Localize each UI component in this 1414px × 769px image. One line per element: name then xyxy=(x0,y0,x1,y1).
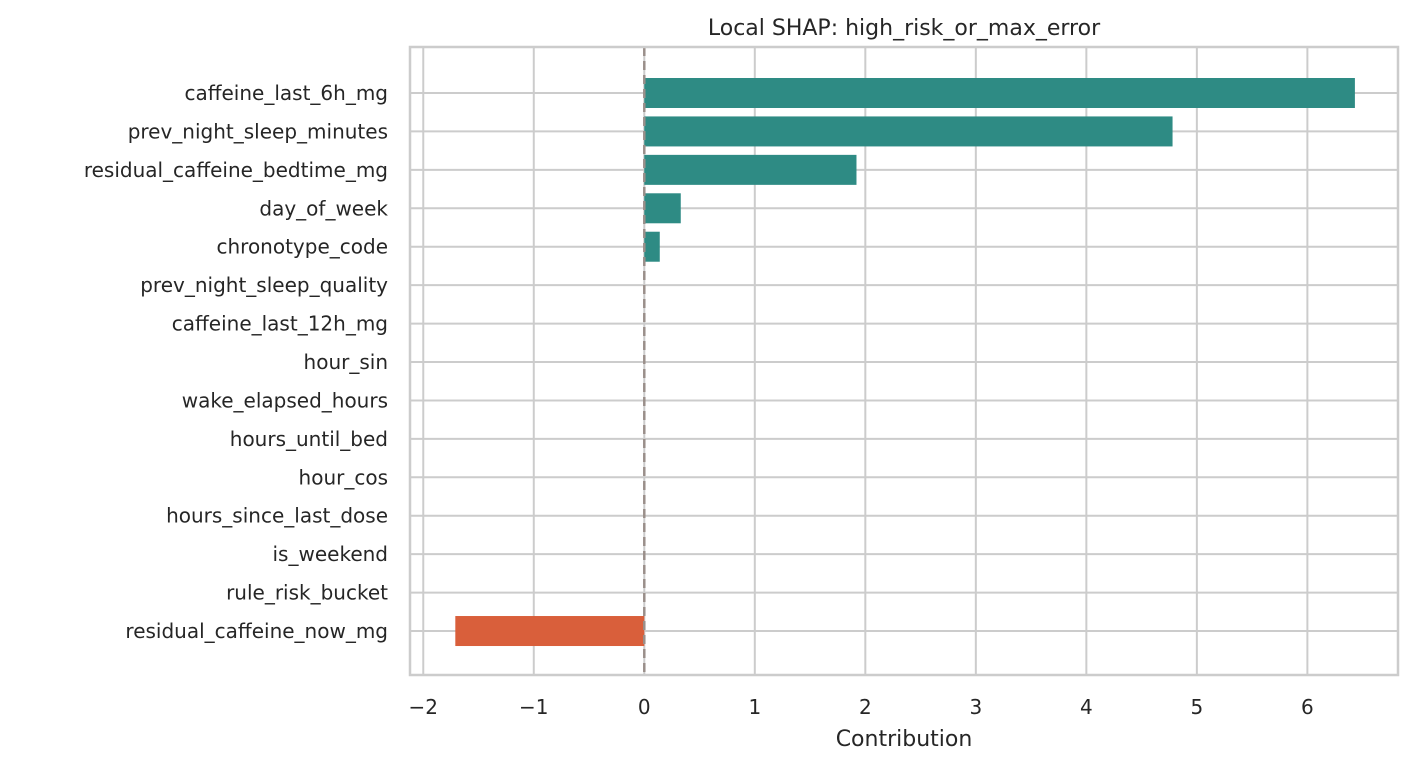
grid-layer xyxy=(410,47,1398,675)
x-tick-6: 4 xyxy=(1080,695,1093,719)
y-tick-rule-risk-bucket: rule_risk_bucket xyxy=(226,581,388,605)
x-tick-7: 5 xyxy=(1190,695,1203,719)
y-tick-hour-cos: hour_cos xyxy=(299,465,388,489)
y-tick-residual-caffeine-now-mg: residual_caffeine_now_mg xyxy=(125,619,388,643)
bar-chronotype-code xyxy=(644,231,660,262)
plot-frame xyxy=(408,45,1400,677)
y-tick-day-of-week: day_of_week xyxy=(259,196,388,220)
x-tick-8: 6 xyxy=(1301,695,1314,719)
x-tick-0: −2 xyxy=(409,695,438,719)
y-tick-residual-caffeine-bedtime-mg: residual_caffeine_bedtime_mg xyxy=(84,158,388,182)
y-tick-chronotype-code: chronotype_code xyxy=(216,235,388,259)
bar-residual-caffeine-now-mg xyxy=(455,616,645,647)
x-tick-4: 2 xyxy=(859,695,872,719)
bar-prev-night-sleep-minutes xyxy=(644,116,1173,147)
x-tick-3: 1 xyxy=(748,695,761,719)
y-tick-hour-sin: hour_sin xyxy=(304,350,388,374)
y-tick-is-weekend: is_weekend xyxy=(273,542,389,566)
y-tick-hours-since-last-dose: hours_since_last_dose xyxy=(166,504,388,528)
y-tick-prev-night-sleep-quality: prev_night_sleep_quality xyxy=(140,273,388,297)
x-tick-1: −1 xyxy=(519,695,548,719)
bar-day-of-week xyxy=(644,193,681,224)
x-tick-labels: −2 −1 0 1 2 3 4 5 6 xyxy=(409,695,1314,719)
x-axis-label: Contribution xyxy=(836,727,973,752)
y-tick-caffeine-last-12h-mg: caffeine_last_12h_mg xyxy=(172,312,388,336)
y-tick-caffeine-last-6h-mg: caffeine_last_6h_mg xyxy=(184,81,388,105)
x-tick-2: 0 xyxy=(638,695,651,719)
bar-residual-caffeine-bedtime-mg xyxy=(644,154,857,185)
x-tick-5: 3 xyxy=(969,695,982,719)
chart-title: Local SHAP: high_risk_or_max_error xyxy=(708,16,1101,41)
bar-layer xyxy=(455,78,1355,647)
y-tick-labels: caffeine_last_6h_mg prev_night_sleep_minu… xyxy=(84,81,389,643)
y-tick-hours-until-bed: hours_until_bed xyxy=(230,427,388,451)
y-tick-prev-night-sleep-minutes: prev_night_sleep_minutes xyxy=(128,119,388,143)
y-tick-wake-elapsed-hours: wake_elapsed_hours xyxy=(182,388,388,412)
bar-caffeine-last-6h-mg xyxy=(644,78,1355,108)
